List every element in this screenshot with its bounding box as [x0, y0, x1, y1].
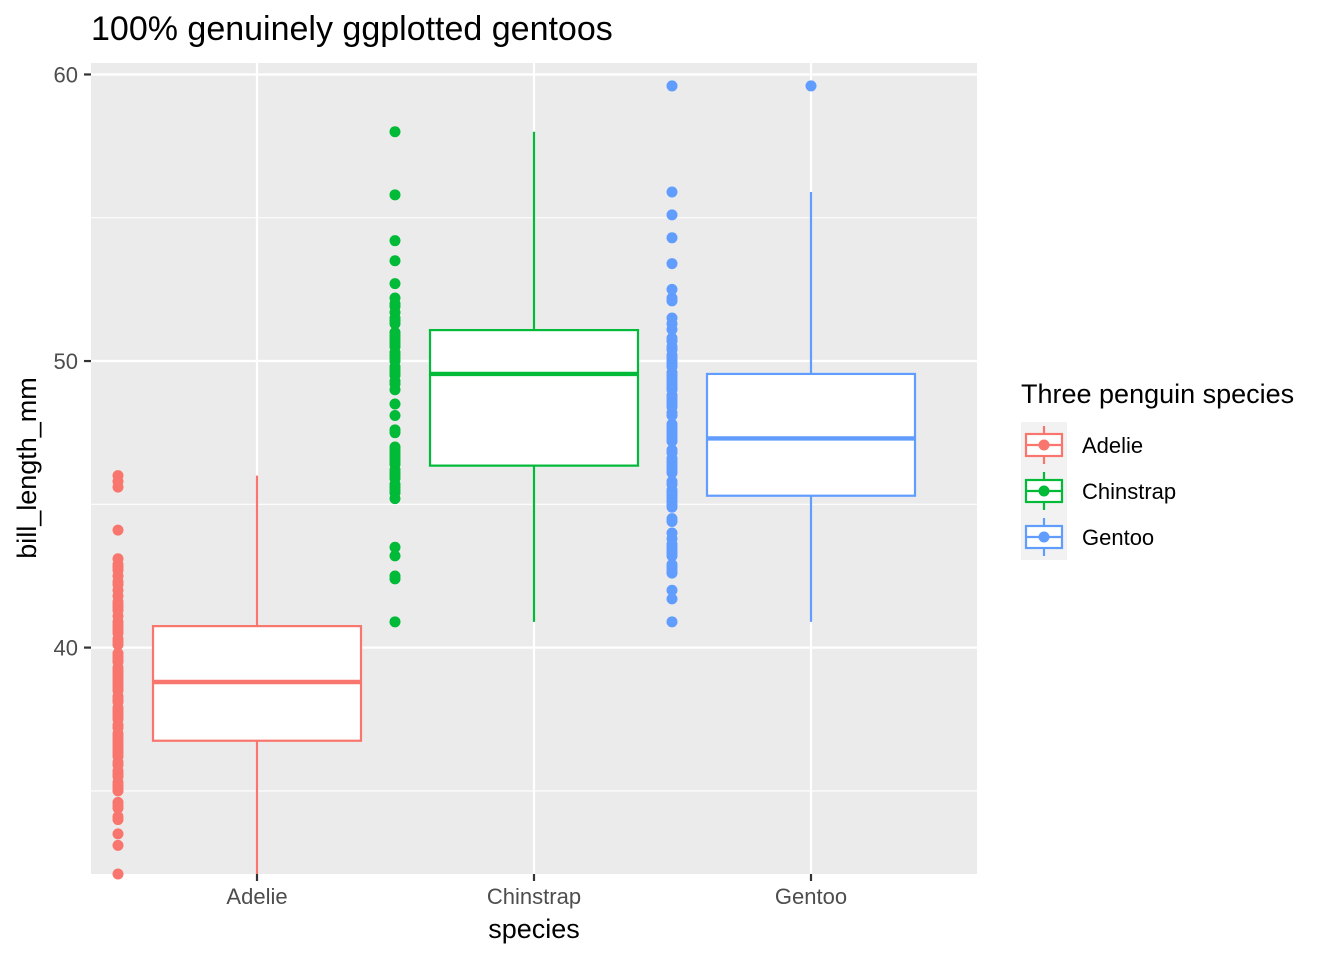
- legend-key-point: [1038, 439, 1050, 451]
- data-point: [666, 444, 678, 456]
- data-point: [666, 209, 678, 221]
- legend: Three penguin species Adelie Chinstrap Gen…: [1021, 379, 1294, 560]
- y-tick-label: 60: [54, 62, 78, 87]
- data-point: [389, 126, 401, 138]
- legend-label: Adelie: [1082, 433, 1143, 458]
- data-point: [389, 616, 401, 628]
- data-point: [389, 292, 401, 304]
- data-point: [666, 292, 678, 304]
- legend-item-chinstrap: Chinstrap: [1021, 468, 1176, 514]
- y-tick-label: 50: [54, 349, 78, 374]
- outlier-point: [805, 80, 817, 92]
- data-point: [112, 553, 124, 565]
- data-point: [666, 283, 678, 295]
- data-point: [666, 312, 678, 324]
- data-point: [112, 647, 124, 659]
- data-point: [389, 398, 401, 410]
- x-tick-label: Chinstrap: [487, 884, 581, 909]
- legend-item-gentoo: Gentoo: [1021, 514, 1154, 560]
- data-point: [389, 189, 401, 201]
- data-point: [389, 278, 401, 290]
- box: [428, 328, 640, 467]
- data-point: [112, 470, 124, 482]
- y-tick-label: 40: [54, 636, 78, 661]
- axes: 40 50 60 Adelie Chinstrap Gentoo: [54, 62, 848, 909]
- data-point: [666, 418, 678, 430]
- data-point: [112, 839, 124, 851]
- data-point: [112, 868, 124, 880]
- series-chinstrap: [389, 126, 640, 628]
- data-point: [389, 326, 401, 338]
- x-tick-label: Gentoo: [775, 884, 847, 909]
- data-point: [666, 258, 678, 270]
- data-point: [389, 550, 401, 562]
- data-point: [112, 796, 124, 808]
- data-point: [389, 409, 401, 421]
- box: [705, 372, 917, 497]
- data-point: [389, 441, 401, 453]
- data-point: [666, 584, 678, 596]
- data-point: [666, 332, 678, 344]
- legend-label: Chinstrap: [1082, 479, 1176, 504]
- data-point: [666, 593, 678, 605]
- data-point: [389, 541, 401, 553]
- data-point: [666, 80, 678, 92]
- data-point: [389, 424, 401, 436]
- data-point: [112, 828, 124, 840]
- data-layer: [112, 80, 917, 880]
- data-point: [112, 811, 124, 823]
- legend-key-point: [1038, 531, 1050, 543]
- legend-label: Gentoo: [1082, 525, 1154, 550]
- legend-key-point: [1038, 485, 1050, 497]
- data-point: [666, 513, 678, 525]
- data-point: [666, 616, 678, 628]
- data-point: [389, 235, 401, 247]
- data-point: [112, 524, 124, 536]
- data-point: [666, 527, 678, 539]
- y-axis-title: bill_length_mm: [12, 377, 42, 559]
- data-point: [666, 186, 678, 198]
- series-adelie: [112, 470, 363, 880]
- data-point: [666, 232, 678, 244]
- series-gentoo: [666, 80, 917, 628]
- legend-title: Three penguin species: [1021, 379, 1294, 409]
- data-point: [389, 570, 401, 582]
- x-tick-label: Adelie: [226, 884, 287, 909]
- chart-title: 100% genuinely ggplotted gentoos: [91, 10, 613, 48]
- data-point: [666, 475, 678, 487]
- x-axis-title: species: [488, 914, 580, 944]
- legend-item-adelie: Adelie: [1021, 422, 1143, 468]
- data-point: [666, 559, 678, 571]
- data-point: [389, 255, 401, 267]
